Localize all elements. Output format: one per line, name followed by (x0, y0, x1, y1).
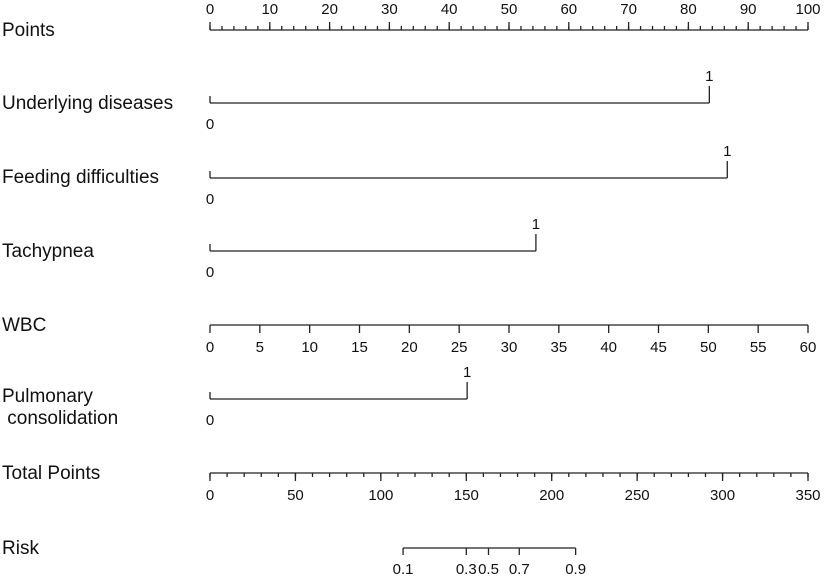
tick-label: 70 (620, 1, 637, 18)
tick-label: 80 (680, 1, 697, 18)
tick-label: 60 (560, 1, 577, 18)
tick-label: 250 (625, 487, 650, 504)
tick-label: 20 (401, 339, 418, 356)
row-label-line: consolidation (2, 408, 118, 429)
tick-label: 0 (206, 487, 214, 504)
tick-label: 40 (600, 339, 617, 356)
tick-label: 0 (206, 339, 214, 356)
row-label-risk: Risk (2, 538, 39, 559)
tick-label: 30 (381, 1, 398, 18)
level-label: 1 (705, 68, 713, 85)
tick-label: 10 (261, 1, 278, 18)
row-tachypnea: 01 (206, 216, 540, 281)
level-label: 0 (206, 191, 214, 208)
tick-label: 0.3 (456, 561, 477, 578)
level-label: 1 (723, 143, 731, 160)
row-label-total-points: Total Points (2, 463, 100, 484)
row-label-tachypnea: Tachypnea (2, 241, 94, 262)
row-label-line: Pulmonary (2, 386, 93, 407)
tick-label: 350 (795, 487, 820, 504)
tick-label: 50 (700, 339, 717, 356)
tick-label: 150 (454, 487, 479, 504)
tick-label: 50 (501, 1, 518, 18)
tick-label: 0.5 (478, 561, 499, 578)
row-feeding-difficulties: 01 (206, 143, 732, 208)
tick-label: 100 (368, 487, 393, 504)
tick-label: 20 (321, 1, 338, 18)
tick-label: 10 (301, 339, 318, 356)
tick-label: 60 (800, 339, 817, 356)
row-wbc: 0 5 10 15 20 25 30 35 40 45 50 55 60 (206, 324, 817, 356)
tick-label: 90 (740, 1, 757, 18)
tick-label: 40 (441, 1, 458, 18)
tick-label: 0.1 (393, 561, 414, 578)
tick-label: 0.9 (565, 561, 586, 578)
row-risk: 0.1 0.3 0.5 0.7 0.9 (393, 547, 586, 578)
row-label-feeding-difficulties: Feeding difficulties (2, 167, 159, 188)
row-underlying-diseases: 01 (206, 68, 714, 133)
row-label-underlying-diseases: Underlying diseases (2, 93, 173, 114)
row-label-wbc: WBC (2, 315, 46, 336)
tick-label: 45 (650, 339, 667, 356)
tick-label: 100 (795, 1, 820, 18)
level-label: 1 (463, 364, 471, 381)
tick-label: 300 (710, 487, 735, 504)
tick-label: 25 (451, 339, 468, 356)
tick-label: 5 (256, 339, 264, 356)
level-label: 0 (206, 116, 214, 133)
level-label: 1 (532, 216, 540, 233)
level-label: 0 (206, 412, 214, 429)
row-total-points: 0 50 100 150 200 250 300 350 (206, 472, 821, 504)
row-points: 0 10 20 30 40 50 60 70 80 90 100 (206, 1, 821, 31)
row-label-points: Points (2, 20, 55, 41)
tick-label: 0.7 (509, 561, 530, 578)
tick-label: 15 (351, 339, 368, 356)
tick-label: 50 (287, 487, 304, 504)
row-labels: Points Underlying diseases Feeding difficu… (2, 20, 173, 559)
tick-label: 55 (750, 339, 767, 356)
row-pulmonary-consolidation: 01 (206, 364, 471, 429)
tick-label: 0 (206, 1, 214, 18)
tick-label: 35 (550, 339, 567, 356)
row-label-pulmonary-consolidation: Pulmonary consolidation (2, 386, 118, 429)
tick-label: 30 (501, 339, 518, 356)
level-label: 0 (206, 264, 214, 281)
tick-label: 200 (539, 487, 564, 504)
